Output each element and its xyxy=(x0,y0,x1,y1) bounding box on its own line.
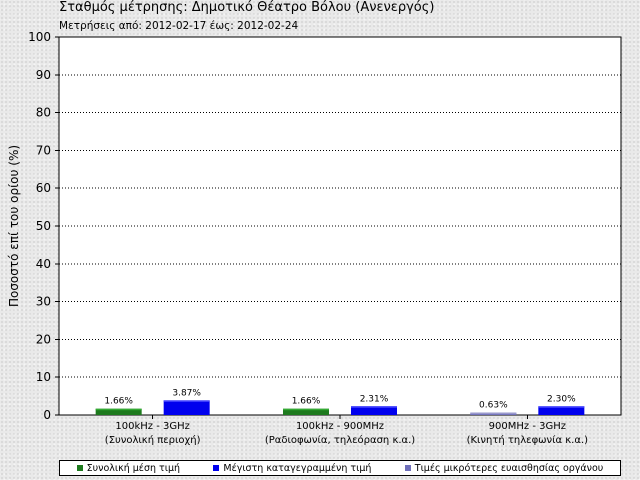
bar-maximum xyxy=(538,406,585,415)
x-tick-label: 900MHz - 3GHz xyxy=(489,421,566,432)
bar-top-maximum xyxy=(163,400,210,402)
chart-subtitle: Μετρήσεις από: 2012-02-17 έως: 2012-02-2… xyxy=(59,20,299,32)
data-label: 2.31% xyxy=(360,394,389,404)
bar-top-average xyxy=(95,408,142,411)
y-tick-label: 10 xyxy=(36,370,51,384)
legend-item-below-sensitivity: Τιμές μικρότερες ευαισθησίας οργάνου xyxy=(404,462,604,474)
bar-top-average xyxy=(283,408,329,411)
x-tick-sublabel: (Κινητή τηλεφωνία κ.α.) xyxy=(467,434,589,446)
data-label: 1.66% xyxy=(292,397,321,407)
y-tick-label: 80 xyxy=(36,106,51,120)
bar-maximum xyxy=(163,400,210,415)
x-tick-label: 100kHz - 900MHz xyxy=(296,421,384,432)
y-tick-label: 50 xyxy=(36,219,51,233)
legend-swatch-maximum xyxy=(213,465,220,471)
bar-average xyxy=(283,408,329,415)
legend-label-below-sensitivity: Τιμές μικρότερες ευαισθησίας οργάνου xyxy=(414,462,604,474)
y-axis-label: Ποσοστό επί του ορίου (%) xyxy=(7,145,21,307)
bar-top-below_sensitivity xyxy=(470,412,517,415)
bar-top-maximum xyxy=(538,406,585,408)
data-label: 2.30% xyxy=(547,394,576,404)
y-tick-label: 30 xyxy=(36,295,51,309)
legend-item-average: Συνολική μέση τιμή xyxy=(76,462,181,474)
data-label: 3.87% xyxy=(172,388,201,398)
legend-item-maximum: Μέγιστη καταγεγραμμένη τιμή xyxy=(213,463,371,474)
legend-swatch-below-sensitivity xyxy=(404,465,411,471)
x-tick-label: 100kHz - 3GHz xyxy=(115,421,190,432)
legend-label-average: Συνολική μέση τιμή xyxy=(86,462,181,474)
chart-title: Σταθμός μέτρησης: Δημοτικό Θέατρο Βόλου … xyxy=(59,0,435,15)
bar-maximum xyxy=(351,406,397,415)
data-label: 0.63% xyxy=(479,401,508,411)
bar-top-maximum xyxy=(351,406,397,408)
x-tick-sublabel: (Ραδιοφωνία, τηλεόραση κ.α.) xyxy=(265,434,415,446)
bar-average xyxy=(95,408,142,415)
y-tick-label: 60 xyxy=(36,181,51,195)
y-tick-label: 100 xyxy=(28,30,51,44)
y-tick-label: 90 xyxy=(36,68,51,82)
bar-chart: 0 10 20 30 40 50 60 70 80 90 100 Ποσοστό επί του ορ… xyxy=(7,30,622,446)
y-tick-label: 0 xyxy=(43,408,51,422)
y-tick-label: 20 xyxy=(36,332,51,346)
legend-swatch-average xyxy=(76,465,83,471)
legend: Συνολική μέση τιμή Μέγιστη καταγεγραμμέν… xyxy=(59,460,621,476)
y-tick-label: 40 xyxy=(36,257,51,271)
x-tick-sublabel: (Συνολική περιοχή) xyxy=(105,434,201,446)
y-tick-label: 70 xyxy=(36,143,51,157)
legend-label-maximum: Μέγιστη καταγεγραμμένη τιμή xyxy=(223,462,372,474)
data-label: 1.66% xyxy=(104,397,133,407)
